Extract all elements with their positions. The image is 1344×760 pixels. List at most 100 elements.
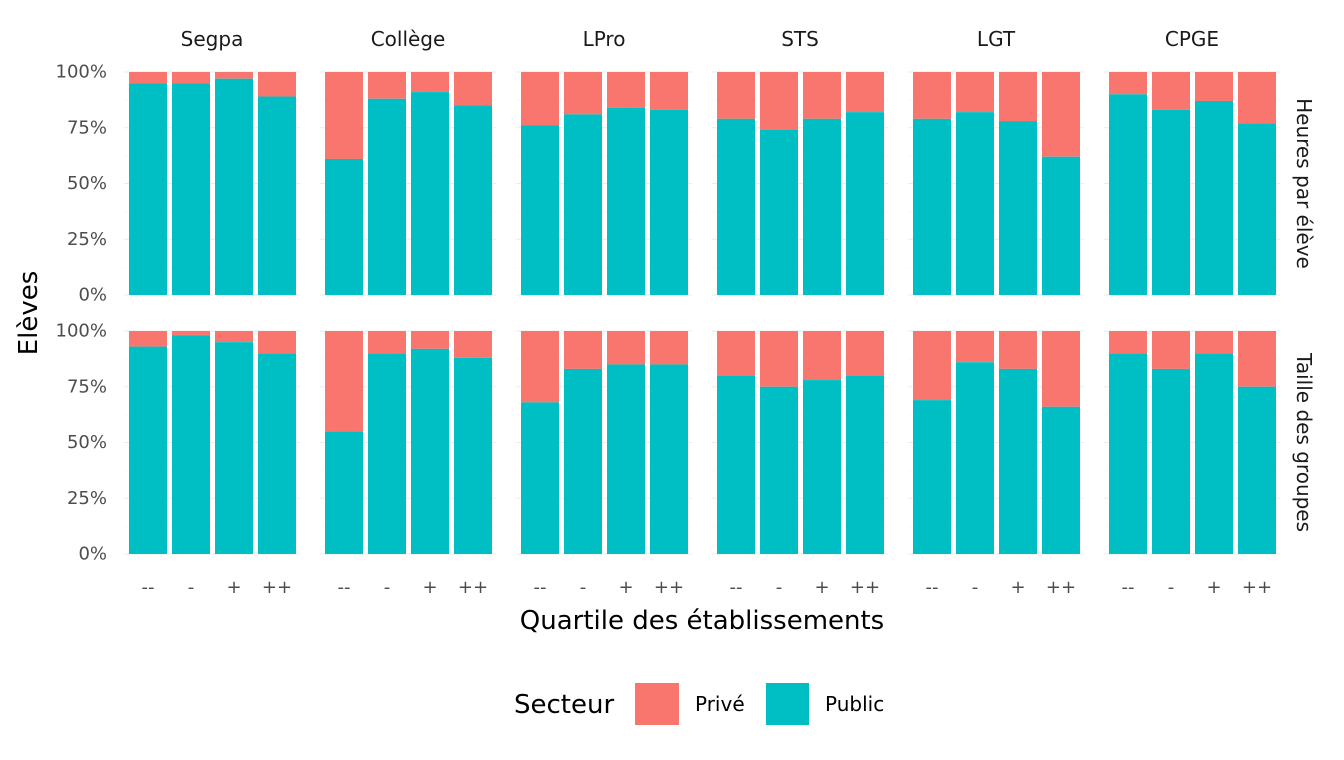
bar-public-sts-4 (846, 375, 884, 554)
bar-prive-cpge-4 (1238, 72, 1276, 124)
panel-taille-des-groupes-college (320, 330, 496, 555)
bar-prive-segpa-2 (172, 72, 210, 84)
bar-prive-segpa-3 (215, 72, 253, 79)
bar-prive-segpa-1 (129, 72, 167, 84)
bar-prive-segpa-1 (129, 331, 167, 347)
legend-swatch-public (766, 683, 809, 725)
bar-prive-lgt-4 (1042, 72, 1080, 157)
x-tick-label: + (422, 577, 437, 598)
bar-public-cpge-3 (1195, 100, 1233, 296)
bar-public-segpa-3 (215, 78, 253, 295)
x-tick-label: - (776, 577, 783, 598)
bar-prive-lpro-2 (564, 331, 602, 369)
legend-label-prive: Privé (695, 692, 745, 716)
x-tick-label: ++ (654, 577, 684, 598)
bar-prive-sts-3 (803, 72, 841, 119)
y-tick-label: 100% (56, 321, 107, 342)
bar-public-lgt-4 (1042, 406, 1080, 554)
facet-label-taille-des-groupes: Taille des groupes (1292, 352, 1316, 532)
panel-taille-des-groupes-segpa (124, 330, 300, 555)
x-tick-label: ++ (1242, 577, 1272, 598)
bar-prive-college-3 (411, 331, 449, 349)
bar-public-sts-3 (803, 380, 841, 554)
y-tick-label: 25% (67, 488, 107, 509)
bar-prive-sts-2 (760, 72, 798, 130)
x-tick-label: - (580, 577, 587, 598)
bar-prive-lpro-3 (607, 72, 645, 108)
x-tick-label: -- (1122, 577, 1135, 598)
bar-prive-college-4 (454, 72, 492, 106)
bar-public-segpa-1 (129, 346, 167, 554)
bar-public-lpro-3 (607, 107, 645, 296)
panel-heures-par-eleve-college (320, 71, 496, 296)
facet-label-segpa: Segpa (181, 27, 244, 51)
bar-public-lpro-1 (521, 402, 559, 554)
x-tick-label: ++ (1046, 577, 1076, 598)
bar-prive-cpge-1 (1109, 72, 1147, 95)
bar-public-lgt-3 (999, 368, 1037, 554)
bar-public-lpro-4 (650, 364, 688, 554)
bar-prive-lpro-4 (650, 72, 688, 110)
bar-prive-cpge-4 (1238, 331, 1276, 387)
y-tick-label: 0% (78, 544, 107, 565)
x-tick-label: - (188, 577, 195, 598)
x-tick-label: ++ (262, 577, 292, 598)
bar-prive-lpro-1 (521, 331, 559, 403)
facet-label-cpge: CPGE (1165, 27, 1219, 51)
bar-public-sts-3 (803, 118, 841, 295)
panel-heures-par-eleve-sts (712, 71, 888, 296)
x-tick-label: - (972, 577, 979, 598)
bar-prive-segpa-3 (215, 331, 253, 343)
bar-prive-segpa-4 (258, 331, 296, 354)
bar-public-lgt-3 (999, 121, 1037, 295)
bar-prive-sts-2 (760, 331, 798, 387)
bar-public-lpro-4 (650, 109, 688, 295)
labels-layer: Quartile des établissements Elèves Segpa… (14, 27, 1316, 636)
panel-heures-par-eleve-lgt (908, 71, 1084, 296)
bar-public-cpge-4 (1238, 123, 1276, 295)
facet-label-sts: STS (781, 27, 819, 51)
bar-public-cpge-1 (1109, 353, 1147, 554)
bar-public-sts-4 (846, 112, 884, 295)
x-tick-label: - (384, 577, 391, 598)
bar-public-segpa-2 (172, 335, 210, 554)
bar-prive-college-2 (368, 331, 406, 354)
panel-heures-par-eleve-cpge (1104, 71, 1280, 296)
bar-prive-college-1 (325, 331, 363, 432)
panels-layer (124, 71, 1280, 555)
bar-public-cpge-2 (1152, 368, 1190, 554)
x-tick-label: -- (730, 577, 743, 598)
bar-public-segpa-4 (258, 353, 296, 554)
bar-prive-cpge-3 (1195, 331, 1233, 354)
x-tick-label: -- (926, 577, 939, 598)
y-tick-label: 25% (67, 229, 107, 250)
bar-public-college-4 (454, 105, 492, 295)
bar-public-college-1 (325, 158, 363, 295)
bar-prive-lgt-2 (956, 331, 994, 363)
panel-taille-des-groupes-lgt (908, 330, 1084, 555)
bar-public-college-3 (411, 348, 449, 554)
bar-public-sts-1 (717, 375, 755, 554)
bar-prive-sts-3 (803, 331, 841, 381)
bar-public-segpa-1 (129, 83, 167, 296)
bar-prive-cpge-1 (1109, 331, 1147, 354)
y-tick-label: 50% (67, 432, 107, 453)
bar-prive-sts-1 (717, 72, 755, 119)
bar-prive-lpro-4 (650, 331, 688, 365)
bar-prive-sts-1 (717, 331, 755, 376)
bar-prive-cpge-2 (1152, 331, 1190, 369)
bar-prive-lpro-3 (607, 331, 645, 365)
x-tick-label: + (618, 577, 633, 598)
panel-taille-des-groupes-cpge (1104, 330, 1280, 555)
bar-public-lgt-2 (956, 112, 994, 295)
legend-label-public: Public (825, 692, 884, 716)
bar-prive-lgt-3 (999, 331, 1037, 369)
bar-public-cpge-1 (1109, 94, 1147, 295)
bar-prive-lgt-4 (1042, 331, 1080, 407)
x-tick-label: ++ (850, 577, 880, 598)
x-tick-label: + (814, 577, 829, 598)
bar-public-college-2 (368, 98, 406, 295)
bar-prive-sts-4 (846, 72, 884, 113)
